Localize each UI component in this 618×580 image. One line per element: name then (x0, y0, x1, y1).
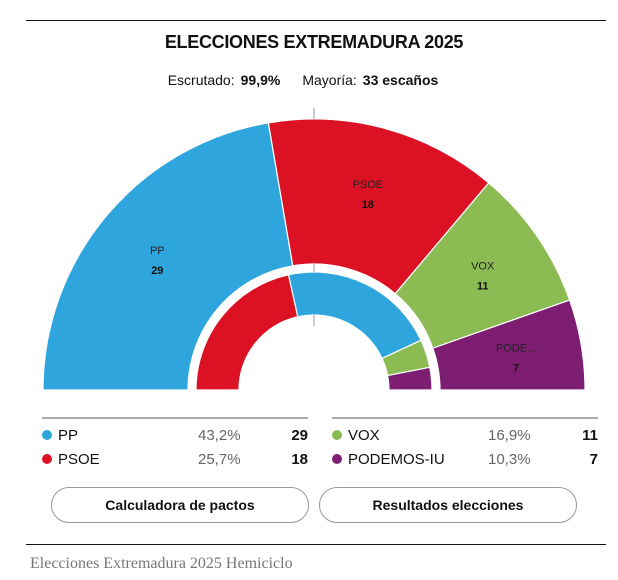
party-seats: 11 (582, 426, 598, 444)
psoe-dot-icon (42, 454, 52, 464)
scrutinized-label: Escrutado: (167, 72, 235, 88)
arc-party-label: VOX (471, 261, 495, 273)
party-seats: 29 (291, 426, 308, 444)
legend-row-podemos: PODEMOS-IU 10,3% 7 (332, 447, 598, 471)
chart-title: ELECCIONES EXTREMADURA 2025 (164, 32, 464, 52)
outer-arc-podemos-iu (432, 299, 586, 391)
vox-dot-icon (332, 430, 342, 440)
arc-seat-value: 29 (151, 265, 163, 277)
party-name: PP (58, 426, 79, 444)
arc-seat-value: 11 (477, 281, 489, 293)
legend-row-vox: VOX 16,9% 11 (332, 423, 598, 447)
inner-arc-3 (386, 366, 433, 391)
legend-row-psoe: PSOE 25,7% 18 (42, 447, 308, 471)
party-pct: 43,2% (198, 426, 241, 444)
party-pct: 25,7% (198, 450, 241, 468)
arc-party-label: PSOE (353, 179, 384, 191)
pacts-calculator-button[interactable]: Calculadora de pactos (51, 487, 309, 523)
outer-arc-pp (42, 122, 294, 391)
bottom-divider (26, 544, 606, 545)
top-divider (26, 20, 606, 21)
arc-party-label: PP (150, 245, 165, 257)
hemicycle-chart: PP 29 PSOE 18 VOX 11 PODE... 7 (42, 108, 586, 391)
scrutinized-value: 99,9% (240, 72, 281, 88)
party-seats: 7 (589, 450, 598, 468)
party-pct: 16,9% (488, 426, 531, 444)
party-seats: 18 (291, 450, 308, 468)
pp-dot-icon (42, 430, 52, 440)
outer-arc-psoe (267, 118, 490, 295)
arc-seat-value: 18 (362, 199, 374, 211)
party-name: VOX (348, 426, 380, 444)
party-pct: 10,3% (488, 450, 531, 468)
arc-party-label: PODE... (496, 342, 536, 354)
caption: Elecciones Extremadura 2025 Hemiciclo (30, 555, 293, 572)
majority-label: Mayoría: (302, 72, 357, 88)
majority-value: 33 escaños (362, 72, 439, 88)
legend-row-pp: PP 43,2% 29 (42, 423, 308, 447)
election-results-button[interactable]: Resultados elecciones (319, 487, 577, 523)
legend-left: PP 43,2% 29 PSOE 25,7% 18 (42, 417, 308, 471)
summary: Escrutado: 99,9% Mayoría: 33 escaños (0, 72, 618, 88)
arc-seat-value: 7 (513, 362, 519, 374)
party-name: PODEMOS-IU (348, 450, 445, 468)
legend-right: VOX 16,9% 11 PODEMOS-IU 10,3% 7 (332, 417, 598, 471)
podemos-dot-icon (332, 454, 342, 464)
party-name: PSOE (58, 450, 100, 468)
